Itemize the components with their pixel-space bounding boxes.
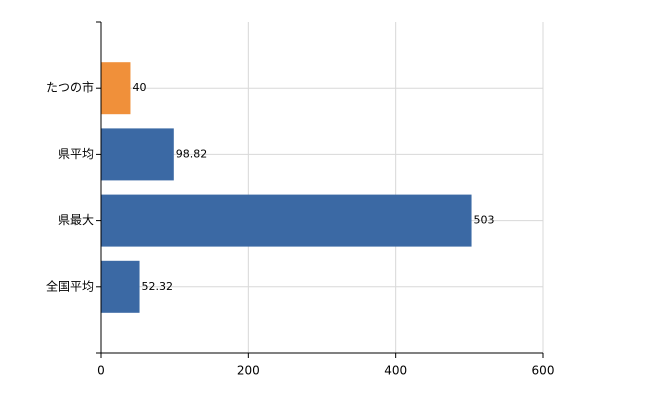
bar <box>101 128 174 181</box>
y-tick-label: 全国平均 <box>46 278 94 293</box>
y-tick-label: 県平均 <box>58 147 94 161</box>
bar <box>101 62 131 115</box>
x-tick-label: 0 <box>97 364 105 378</box>
value-label: 52.32 <box>142 280 174 293</box>
x-tick-label: 200 <box>237 364 260 378</box>
value-label: 98.82 <box>176 147 208 160</box>
y-tick-label: たつの市 <box>46 80 94 95</box>
bar <box>101 260 140 313</box>
x-tick-label: 600 <box>532 364 555 378</box>
value-label: 40 <box>132 81 146 94</box>
x-tick-label: 400 <box>384 364 407 378</box>
bar <box>101 194 472 247</box>
value-label: 503 <box>474 214 495 227</box>
y-tick-label: 県最大 <box>58 213 94 227</box>
